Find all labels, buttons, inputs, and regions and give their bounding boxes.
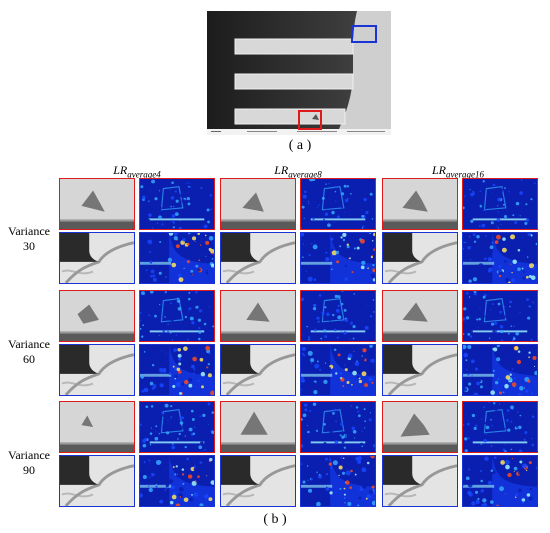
reconstruction-tile-r4-c5 [382,344,458,396]
error-map-tile-r4-c4 [300,344,376,396]
row-label-3-line1: Variance [8,448,50,462]
error-map-tile-r2-c2 [139,232,215,284]
row-label-variance-90: Variance 90 [3,448,55,478]
reconstruction-tile-r5-c1 [59,401,135,453]
reconstruction-tile-r2-c5 [382,232,458,284]
row-label-3-line2: 90 [23,463,35,477]
reconstruction-tile-r1-c1 [59,178,135,230]
row-label-1-line1: Variance [8,224,50,238]
error-map-tile-r3-c4 [300,290,376,342]
error-map-tile-r6-c2 [139,455,215,507]
error-map-tile-r3-c2 [139,290,215,342]
error-map-tile-r1-c4 [300,178,376,230]
error-map-tile-r5-c6 [462,401,538,453]
reconstruction-tile-r5-c5 [382,401,458,453]
reconstruction-tile-r6-c1 [59,455,135,507]
reconstruction-tile-r3-c3 [220,290,296,342]
error-map-tile-r5-c2 [139,401,215,453]
reconstruction-tile-r5-c3 [220,401,296,453]
reconstruction-tile-r2-c1 [59,232,135,284]
error-map-tile-r6-c4 [300,455,376,507]
row-label-2-line2: 60 [23,352,35,366]
caption-b: ( b ) [263,512,287,527]
red-region-box [298,110,322,130]
column-header-3-base: LR [431,163,446,177]
row-label-1-line2: 30 [23,239,35,253]
column-header-2-base: LR [274,163,289,177]
reconstruction-tile-r1-c5 [382,178,458,230]
row-label-variance-30: Variance 30 [3,224,55,254]
column-header-2-sub: average8 [288,169,322,180]
reconstruction-tile-r3-c5 [382,290,458,342]
reconstruction-tile-r6-c3 [220,455,296,507]
reconstruction-tile-r1-c3 [220,178,296,230]
reconstruction-tile-r2-c3 [220,232,296,284]
error-map-tile-r4-c6 [462,344,538,396]
error-map-tile-r2-c4 [300,232,376,284]
column-header-1-base: LR [113,163,128,177]
error-map-tile-r3-c6 [462,290,538,342]
error-map-tile-r5-c4 [300,401,376,453]
reconstruction-tile-r4-c1 [59,344,135,396]
column-header-3-sub: average16 [446,169,484,180]
error-map-tile-r4-c2 [139,344,215,396]
error-map-tile-r6-c6 [462,455,538,507]
sem-overview-image [207,11,391,135]
row-label-variance-60: Variance 60 [3,337,55,367]
error-map-tile-r1-c6 [462,178,538,230]
blue-region-box [351,25,377,43]
column-header-2: LRaverage8 [218,163,378,179]
column-header-1-sub: average4 [127,169,161,180]
reconstruction-tile-r3-c1 [59,290,135,342]
reconstruction-tile-r4-c3 [220,344,296,396]
error-map-tile-r1-c2 [139,178,215,230]
caption-a: ( a ) [288,138,312,153]
column-header-1: LRaverage4 [57,163,217,179]
row-label-2-line1: Variance [8,337,50,351]
reconstruction-tile-r6-c5 [382,455,458,507]
error-map-tile-r2-c6 [462,232,538,284]
column-header-3: LRaverage16 [378,163,538,179]
